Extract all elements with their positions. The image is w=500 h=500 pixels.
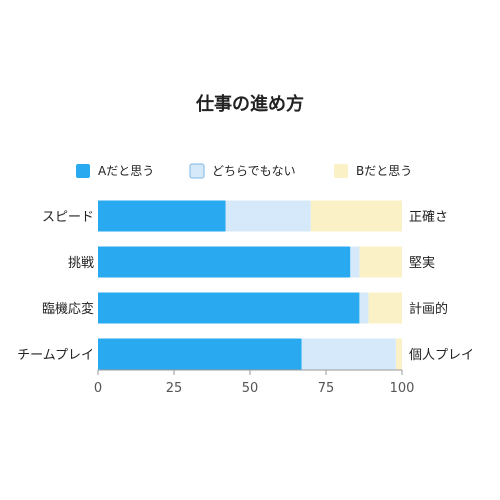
opposite-label: 個人プレイ <box>409 348 474 363</box>
chart-title: 仕事の進め方 <box>195 93 304 115</box>
bar-segment-1-2 <box>225 200 311 232</box>
opposite-label: 計画的 <box>409 301 448 317</box>
category-label: 臨機応変 <box>42 301 94 317</box>
x-tick-label: 100 <box>390 381 415 396</box>
legend-swatch <box>334 164 348 178</box>
bar-segment-4-2 <box>301 338 396 370</box>
opposite-label: 正確さ <box>409 209 448 225</box>
legend-swatch <box>189 163 205 179</box>
legend-label: Aだと思う <box>98 164 154 178</box>
bar-segment-1-3 <box>310 200 402 232</box>
legend-label: どちらでもない <box>212 164 296 178</box>
category-label: スピード <box>42 210 94 225</box>
bar-segment-3-2 <box>359 292 369 324</box>
legend-item-3: Bだと思う <box>334 164 412 178</box>
legend: Aだと思う どちらでもない Bだと思う <box>76 163 412 179</box>
x-axis: 0 25 50 75 100 <box>94 369 415 396</box>
bar-segment-2-2 <box>350 246 360 278</box>
category-label: チームプレイ <box>17 348 94 363</box>
opposite-label: 堅実 <box>409 255 435 271</box>
bars <box>98 200 402 370</box>
x-tick-label: 50 <box>242 381 259 396</box>
bar-segment-4-3 <box>395 338 402 370</box>
bar-segment-2-1 <box>98 246 351 278</box>
x-tick-label: 0 <box>94 381 102 396</box>
bar-segment-3-1 <box>98 292 360 324</box>
bar-segment-3-3 <box>368 292 402 324</box>
bar-segment-1-1 <box>98 200 226 232</box>
x-tick-label: 75 <box>318 381 335 396</box>
legend-label: Bだと思う <box>356 164 412 178</box>
x-tick-label: 25 <box>166 381 183 396</box>
legend-item-2: どちらでもない <box>189 163 296 179</box>
legend-item-1: Aだと思う <box>76 164 154 178</box>
bar-segment-2-3 <box>359 246 402 278</box>
category-label: 挑戦 <box>68 256 94 271</box>
legend-swatch <box>76 164 90 178</box>
bar-segment-4-1 <box>98 338 302 370</box>
